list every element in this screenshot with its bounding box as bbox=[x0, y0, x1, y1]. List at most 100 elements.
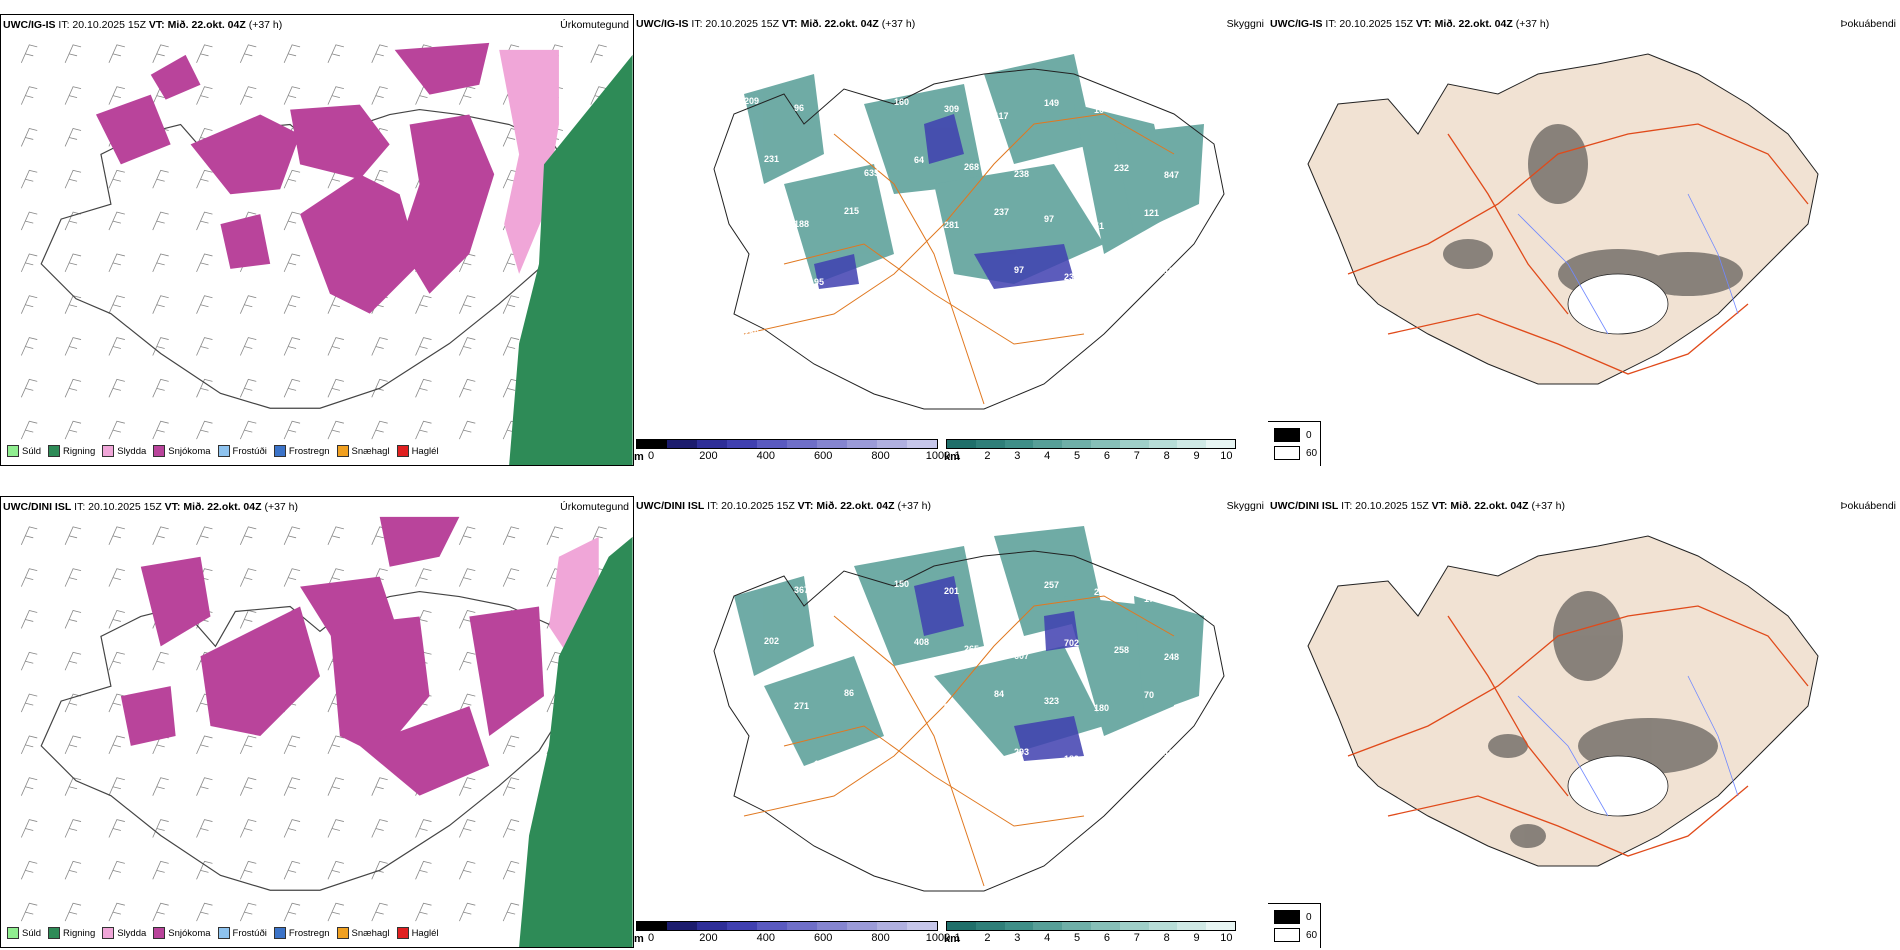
legend-swatch bbox=[336, 927, 349, 939]
wind-barb bbox=[64, 86, 82, 105]
cloud-visibility-map: 290 367 347 150 201 309 257 211 177 202 76 87 408 265… bbox=[713, 526, 1225, 892]
cloud-base-label: 323 bbox=[1044, 696, 1059, 706]
cloud-base-label: 63 bbox=[844, 110, 854, 120]
wind-barb bbox=[20, 651, 38, 671]
fog-legend-item: 0 bbox=[1274, 910, 1312, 924]
visibility-unit: km bbox=[944, 933, 960, 945]
fog-legend: 0 60 bbox=[1268, 903, 1321, 948]
cloud-base-label: 250 bbox=[794, 335, 809, 345]
precip-legend: Súld Rigning Slydda Snjókoma Frostúði Frostre… bbox=[7, 927, 439, 939]
cloud-base-label: 93 bbox=[764, 270, 774, 280]
cloud-base-label: 81 bbox=[764, 752, 774, 762]
cloud-base-label: 209 bbox=[744, 96, 759, 106]
wind-barb bbox=[283, 169, 301, 189]
visibility-tick: 9 bbox=[1193, 932, 1200, 944]
wind-barb bbox=[239, 86, 257, 105]
wind-barb bbox=[415, 902, 432, 922]
cloud-base-unit: m bbox=[634, 451, 644, 463]
visibility-segment bbox=[1090, 440, 1120, 448]
fog-legend-item: 60 bbox=[1274, 928, 1317, 942]
legend-label: Haglél bbox=[411, 927, 439, 939]
legend-swatch bbox=[7, 445, 19, 457]
visibility-segment bbox=[1062, 440, 1091, 448]
low-cloud-areas bbox=[814, 114, 1074, 289]
wind-barb bbox=[415, 860, 432, 880]
cloud-base-label: 293 bbox=[1014, 747, 1029, 757]
cloud-base-colorbar: 0 200 400 600 800 1000 m bbox=[634, 439, 950, 464]
wind-barb bbox=[546, 651, 564, 671]
legend-swatch bbox=[273, 445, 286, 457]
wind-barb bbox=[502, 902, 520, 922]
cloud-base-tick: 400 bbox=[756, 932, 776, 944]
visibility-segment bbox=[975, 922, 1005, 930]
cloud-base-label: 138 bbox=[914, 753, 929, 763]
wind-barb bbox=[20, 777, 38, 796]
visibility-ticks: 1 2 3 4 5 6 7 8 9 10 bbox=[946, 932, 1236, 946]
wind-barb bbox=[20, 44, 38, 63]
wind-barb bbox=[239, 735, 257, 755]
wind-barb bbox=[502, 735, 520, 755]
visibility-tick: 3 bbox=[1014, 450, 1021, 462]
rain-area bbox=[519, 536, 633, 947]
legend-label: Frostregn bbox=[288, 927, 330, 939]
cloud-base-label: 702 bbox=[1064, 638, 1079, 648]
cloud-base-label: 232 bbox=[1114, 163, 1129, 173]
cloud-base-segment bbox=[637, 440, 667, 448]
visibility-segment bbox=[975, 440, 1005, 448]
iceland-land bbox=[1307, 53, 1819, 385]
glacier bbox=[1567, 273, 1669, 335]
legend-swatch bbox=[48, 445, 61, 457]
legend-label: Súld bbox=[22, 927, 42, 939]
wind-barb bbox=[108, 295, 125, 314]
cloud-base-label: 185 bbox=[744, 694, 759, 704]
fog-legend-item: 0 bbox=[1274, 428, 1312, 442]
cloud-base-label: 367 bbox=[794, 585, 809, 595]
fog-index-map bbox=[1307, 535, 1819, 867]
precip-type-map bbox=[20, 42, 633, 465]
wind-barb bbox=[283, 777, 301, 796]
cloud-base-segment bbox=[847, 440, 877, 448]
legend-label: Frostúði bbox=[232, 927, 267, 939]
wind-barb bbox=[152, 777, 169, 796]
cloud-base-segment bbox=[697, 922, 727, 930]
visibility-tick: 10 bbox=[1220, 932, 1233, 944]
legend-item: Rigning bbox=[48, 445, 95, 457]
cloud-base-tick: 200 bbox=[699, 450, 718, 462]
cloud-base-segment bbox=[877, 922, 907, 930]
legend-label: Snjókoma bbox=[168, 445, 211, 457]
roads bbox=[743, 595, 1175, 887]
panel-title: Þokuábendi bbox=[1840, 18, 1896, 30]
visibility-segment bbox=[947, 922, 976, 930]
cloud-base-label: 309 bbox=[994, 593, 1009, 603]
wind-barb bbox=[327, 819, 344, 838]
wind-barb bbox=[590, 526, 607, 545]
panel-header: UWC/IG-IS IT: 20.10.2025 15Z VT: Mið. 22… bbox=[636, 18, 1264, 30]
legend-item: Súld bbox=[7, 927, 41, 939]
cloud-base-label: 10 bbox=[1094, 105, 1104, 115]
wind-barb bbox=[152, 378, 169, 398]
wind-barb bbox=[459, 651, 476, 671]
cloud-base-label: 128 bbox=[964, 278, 979, 288]
wind-barb bbox=[20, 253, 38, 273]
wind-barb bbox=[152, 526, 169, 545]
cloud-base-label: 189 bbox=[1064, 754, 1079, 764]
visibility-tick: 5 bbox=[1074, 932, 1081, 944]
visibility-tick: 3 bbox=[1014, 932, 1021, 944]
wind-barb bbox=[108, 777, 125, 796]
visibility-segment bbox=[1148, 922, 1178, 930]
visibility-segment bbox=[1004, 922, 1034, 930]
wind-barb bbox=[64, 337, 82, 356]
legend-item: Haglél bbox=[396, 445, 439, 457]
cloud-base-label: 177 bbox=[1144, 594, 1159, 604]
wind-barb bbox=[371, 337, 388, 356]
fog-legend: 0 60 bbox=[1268, 421, 1321, 466]
wind-barb bbox=[239, 526, 257, 545]
visibility-segment bbox=[1090, 922, 1120, 930]
snowfall-areas bbox=[120, 516, 544, 796]
cloud-visibility-panel-bottom: UWC/DINI ISL IT: 20.10.2025 15Z VT: Mið.… bbox=[634, 496, 1268, 948]
visibility-tick: 7 bbox=[1133, 932, 1140, 944]
wind-barb bbox=[64, 211, 82, 231]
cloud-base-tick: 1000 bbox=[925, 450, 951, 462]
legend-label: Súld bbox=[22, 445, 42, 457]
precip-type-panel-top: UWC/IG-IS IT: 20.10.2025 15Z VT: Mið. 22… bbox=[0, 14, 634, 466]
